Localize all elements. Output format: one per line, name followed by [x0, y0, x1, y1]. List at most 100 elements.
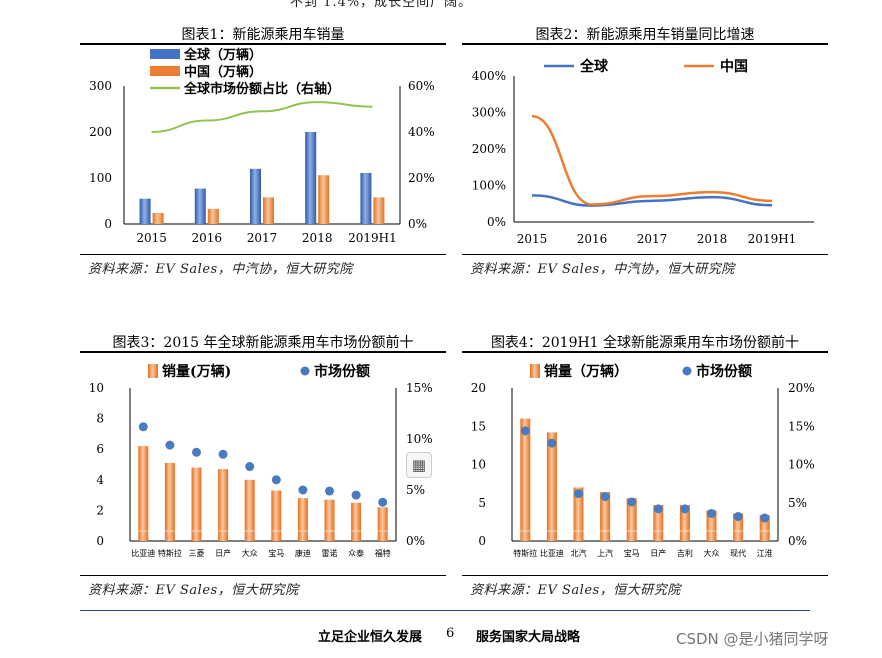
chart3-ytick-label: 10	[89, 381, 104, 395]
chart4-share-dot	[600, 492, 610, 502]
chart1-ytick-label: 0	[104, 217, 112, 231]
chart3-bar	[271, 490, 282, 541]
chart2-ytick-label: 300%	[472, 106, 506, 120]
chart2-xtick-label: 2016	[577, 232, 608, 246]
chart3-bar	[324, 499, 335, 541]
chart3-bar	[218, 469, 229, 541]
chart1-bar-global	[194, 188, 206, 224]
chart2-xtick-label: 2019H1	[748, 232, 797, 246]
chart4-xtick-label: 现代	[730, 548, 746, 558]
chart3-xtick-label: 日产	[215, 548, 231, 558]
chart1-bar-china	[318, 175, 330, 224]
chart1-ytick-label: 300	[89, 79, 112, 93]
chart4-ytick-label: 15	[471, 419, 486, 433]
chart3-share-dot	[138, 422, 148, 432]
chart3-bar	[164, 462, 175, 541]
chart4-xtick-label: 特斯拉	[513, 548, 537, 558]
chart4-y2tick-label: 0%	[788, 534, 807, 548]
chart3-xtick-label: 大众	[242, 548, 258, 558]
chart1-bar-global	[360, 172, 372, 224]
chart4-xtick-label: 大众	[704, 548, 720, 558]
chart4-xtick-label: 北汽	[571, 548, 587, 558]
chart1-xtick-label: 2016	[192, 231, 223, 245]
chart4-share-dot	[547, 438, 557, 448]
chart2-ytick-label: 400%	[472, 69, 506, 83]
chart3-y2tick-label: 15%	[406, 381, 433, 395]
chart3-bottom-rule	[80, 575, 446, 576]
chart1-xtick-label: 2018	[302, 231, 333, 245]
chart2-ytick-label: 100%	[472, 179, 506, 193]
chart4-bar	[759, 514, 770, 541]
chart4-share-dot	[680, 504, 690, 514]
chart4-ytick-label: 10	[471, 458, 486, 472]
chart3-xtick-label: 宝马	[268, 548, 284, 558]
chart4-top-rule	[462, 351, 828, 353]
chart3-bar	[351, 502, 362, 541]
chart1-bar-global	[305, 132, 317, 224]
chart1-plot: 0 100 200 300 0% 20% 40% 60% 2015 2016 2017 2018 201…	[89, 47, 435, 245]
chart4-xtick-label: 吉利	[677, 548, 693, 558]
chart3-bar	[377, 507, 388, 541]
chart3-source: 资料来源：EV Sales，恒大研究院	[88, 583, 299, 598]
chart2-bottom-rule	[462, 254, 828, 255]
chart2-plot: 0% 100% 200% 300% 400% 2015 2016 2017 2018 2019H1…	[472, 58, 814, 246]
chart3-xtick-label: 比亚迪	[131, 548, 155, 558]
chart3-ytick-label: 8	[96, 412, 104, 426]
chart1-legend-label: 全球市场份额占比（右轴）	[183, 81, 340, 97]
chart3-ytick-label: 2	[96, 503, 104, 517]
chart1-y2tick-label: 0%	[408, 217, 427, 231]
footer-rule	[80, 610, 810, 611]
chart4-legend-swatch	[530, 364, 540, 378]
chart4-bar	[573, 487, 584, 541]
chart4-share-dot	[574, 489, 583, 499]
footer-right-text: 服务国家大局战略	[476, 630, 581, 645]
table-view-icon[interactable]: ▦	[406, 452, 432, 478]
watermark: CSDN @是小猪同学呀	[676, 630, 829, 648]
chart4-legend-label: 销量（万辆）	[544, 363, 628, 380]
chart3-xtick-label: 众泰	[348, 548, 364, 558]
chart4-bar	[733, 513, 744, 541]
chart3-share-dot	[325, 486, 334, 496]
chart3-share-dot	[271, 475, 281, 485]
chart3-legend-label: 市场份额	[314, 363, 370, 380]
chart1-title: 图表1：新能源乘用车销量	[181, 27, 345, 43]
chart3-legend-label: 销量(万辆)	[162, 363, 231, 380]
chart3-share-dot	[165, 440, 175, 450]
chart3-bar	[244, 479, 255, 541]
chart3-y2tick-label: 0%	[406, 534, 425, 548]
chart3-xtick-label: 三菱	[189, 548, 205, 558]
chart3-legend-swatch	[148, 364, 158, 378]
chart3-y2tick-label: 10%	[406, 432, 433, 446]
chart4-bottom-rule	[462, 575, 828, 576]
top-note: 不到 1.4%，成长空间广阔。	[290, 0, 473, 10]
chart3-share-dot	[218, 449, 228, 459]
chart3-y2tick-label: 5%	[406, 483, 425, 497]
chart4-ytick-label: 5	[478, 496, 486, 510]
chart1-y2tick-label: 60%	[408, 79, 435, 93]
chart2-ytick-label: 0%	[487, 215, 506, 229]
chart3-share-dot	[351, 490, 361, 500]
chart3-top-rule	[80, 351, 446, 353]
chart2-legend-label: 全球	[579, 58, 609, 75]
chart1-xtick-label: 2015	[136, 231, 167, 245]
chart2-series-line	[531, 194, 773, 207]
chart2-source: 资料来源：EV Sales，中汽协，恒大研究院	[470, 262, 735, 277]
chart4-plot: 0 5 10 15 20 0% 5% 10% 15% 20% 特斯拉 比亚迪 北汽 上汽 宝马 日产 吉利 大众现…	[471, 363, 815, 558]
chart3-ytick-label: 0	[96, 534, 104, 548]
chart1-top-rule	[80, 43, 446, 45]
chart4-y2tick-label: 10%	[788, 458, 815, 472]
chart4-share-dot	[760, 513, 770, 523]
chart1-bar-china	[373, 197, 385, 224]
chart4-bar	[600, 492, 611, 541]
chart3-xtick-label: 康迪	[295, 548, 311, 558]
chart2-xtick-label: 2015	[517, 232, 548, 246]
footer-left-text: 立足企业恒久发展	[318, 630, 423, 645]
chart2-title: 图表2：新能源乘用车销量同比增速	[535, 27, 755, 43]
chart4-legend-swatch	[682, 366, 692, 376]
chart1-xtick-label: 2017	[247, 231, 278, 245]
chart1-y2tick-label: 40%	[408, 125, 435, 139]
chart3-xtick-label: 特斯拉	[158, 548, 182, 558]
chart4-xtick-label: 上汽	[597, 548, 613, 558]
chart1-y2tick-label: 20%	[408, 171, 435, 185]
chart3-xtick-label: 福特	[375, 548, 391, 558]
